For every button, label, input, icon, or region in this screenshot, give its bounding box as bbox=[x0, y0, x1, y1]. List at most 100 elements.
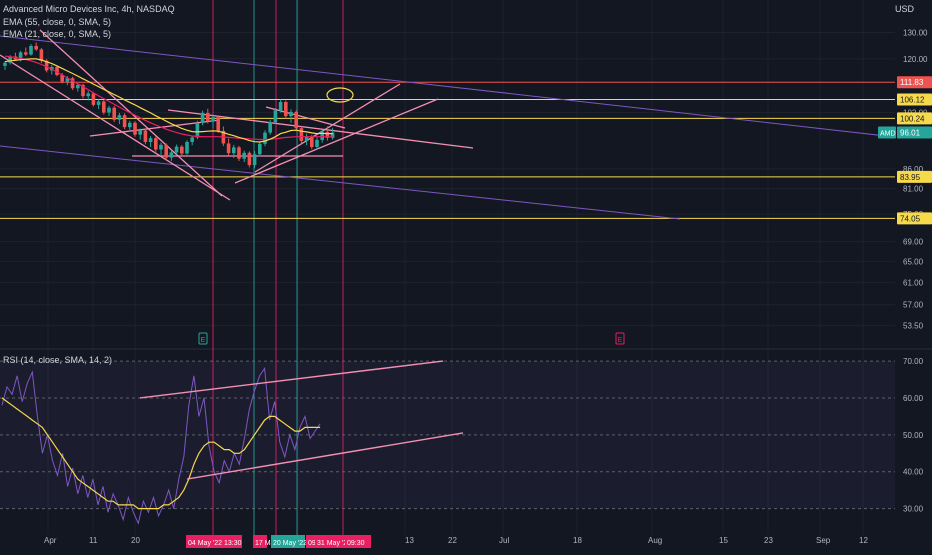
rsi-trend-line bbox=[139, 360, 444, 399]
candle-body bbox=[325, 131, 330, 138]
time-axis-label: Apr bbox=[44, 536, 57, 545]
price-tick-label: 86.00 bbox=[903, 165, 924, 174]
time-highlight-label: 13:30 bbox=[224, 540, 242, 547]
time-axis-label: 22 bbox=[448, 536, 457, 545]
candle-body bbox=[258, 143, 262, 155]
symbol-tag-box bbox=[878, 126, 896, 139]
rsi-trend-line bbox=[186, 432, 464, 480]
candle-body bbox=[143, 130, 148, 143]
pink-trend-line bbox=[265, 106, 346, 129]
time-highlight-chip bbox=[345, 535, 371, 548]
earnings-marker-label: E bbox=[618, 337, 623, 344]
price-tick-label: 130.00 bbox=[903, 28, 928, 37]
candle-body bbox=[112, 107, 116, 120]
candle-body bbox=[315, 139, 319, 148]
candle-body bbox=[242, 152, 246, 159]
candle-body bbox=[39, 49, 44, 61]
candle-body bbox=[211, 117, 215, 122]
ema21-legend[interactable]: EMA (21, close, 0, SMA, 5) bbox=[3, 29, 112, 39]
pink-trend-line bbox=[167, 109, 474, 149]
candle-body bbox=[289, 111, 293, 117]
price-label-box bbox=[897, 126, 932, 139]
price-tick-label: 57.00 bbox=[903, 301, 924, 310]
price-label-text: 111.83 bbox=[900, 78, 924, 87]
ema55-legend[interactable]: EMA (55, close, 0, SMA, 5) bbox=[3, 17, 112, 27]
price-label-text: 100.24 bbox=[900, 114, 925, 123]
candle-body bbox=[268, 122, 272, 133]
price-label-box bbox=[897, 76, 932, 89]
candle-body bbox=[122, 115, 127, 128]
candle-body bbox=[91, 93, 96, 105]
candle-body bbox=[164, 144, 168, 158]
time-axis-label: 13 bbox=[405, 536, 414, 545]
earnings-marker bbox=[198, 332, 208, 345]
candle-body bbox=[252, 154, 257, 166]
candle-body bbox=[206, 112, 210, 122]
candle-body bbox=[294, 111, 298, 129]
price-tick-label: 69.00 bbox=[903, 238, 924, 247]
time-highlight-chip bbox=[222, 535, 242, 548]
time-axis-label: 23 bbox=[764, 536, 773, 545]
candle-body bbox=[237, 147, 241, 159]
time-highlight-chip bbox=[186, 535, 224, 548]
candle-body bbox=[24, 52, 28, 55]
ema55-line bbox=[4, 55, 333, 141]
candle-body bbox=[117, 115, 122, 120]
price-label-text: 83.95 bbox=[900, 173, 921, 182]
candle-body bbox=[128, 122, 132, 128]
candle-body bbox=[310, 136, 314, 148]
currency-label: USD bbox=[894, 4, 914, 14]
time-highlight-chip bbox=[315, 535, 345, 548]
candle-body bbox=[216, 117, 220, 131]
time-highlight-label: 09 bbox=[308, 540, 316, 547]
candle-body bbox=[154, 138, 158, 150]
candle-body bbox=[18, 52, 23, 60]
price-label-text: 96.01 bbox=[900, 129, 921, 138]
ema21-line bbox=[4, 58, 333, 143]
time-highlight-chip bbox=[306, 535, 316, 548]
price-label-text: 106.12 bbox=[900, 95, 925, 104]
candle-body bbox=[3, 62, 7, 66]
purple-trend-line bbox=[0, 145, 681, 220]
price-tick-label: 53.50 bbox=[903, 322, 924, 331]
price-label-box bbox=[897, 212, 932, 225]
symbol-tag-label: AMD bbox=[880, 131, 896, 138]
rsi-tick-label: 30.00 bbox=[903, 505, 924, 514]
time-highlight-label: 31 May '22 bbox=[317, 540, 351, 547]
time-axis-label: 15 bbox=[719, 536, 728, 545]
time-axis-label: 20 bbox=[131, 536, 140, 545]
highlight-ellipse bbox=[326, 87, 354, 103]
pink-trend-line bbox=[0, 54, 231, 201]
rsi-line bbox=[1, 366, 321, 525]
price-tick-label: 120.00 bbox=[903, 55, 928, 64]
candle-body bbox=[65, 78, 70, 82]
candle-body bbox=[247, 152, 252, 166]
time-highlight-label: 17 Ma bbox=[255, 540, 275, 547]
candle-body bbox=[55, 66, 59, 75]
candle-body bbox=[169, 152, 174, 158]
time-axis-label: 12 bbox=[859, 536, 868, 545]
rsi-sma-line bbox=[1, 397, 321, 510]
candle-body bbox=[138, 130, 142, 135]
price-label-box bbox=[897, 112, 932, 125]
time-highlight-label: 09:30 bbox=[347, 540, 365, 547]
rsi-tick-label: 50.00 bbox=[903, 431, 924, 440]
candle-body bbox=[107, 107, 111, 113]
time-highlight-label: 20 May '22 bbox=[273, 540, 307, 547]
candle-body bbox=[299, 128, 304, 141]
candle-body bbox=[226, 143, 231, 154]
candle-body bbox=[70, 78, 75, 89]
candle-body bbox=[190, 137, 194, 143]
time-axis-label: 18 bbox=[573, 536, 582, 545]
candle-body bbox=[273, 110, 278, 123]
price-tick-label: 81.00 bbox=[903, 185, 924, 194]
candle-body bbox=[29, 45, 33, 55]
pink-trend-line bbox=[234, 98, 439, 184]
candle-body bbox=[278, 102, 283, 111]
time-axis-label: Sep bbox=[816, 536, 831, 545]
rsi-legend[interactable]: RSI (14, close, SMA, 14, 2) bbox=[3, 355, 113, 365]
price-label-box bbox=[897, 170, 932, 183]
candle-body bbox=[195, 123, 200, 138]
